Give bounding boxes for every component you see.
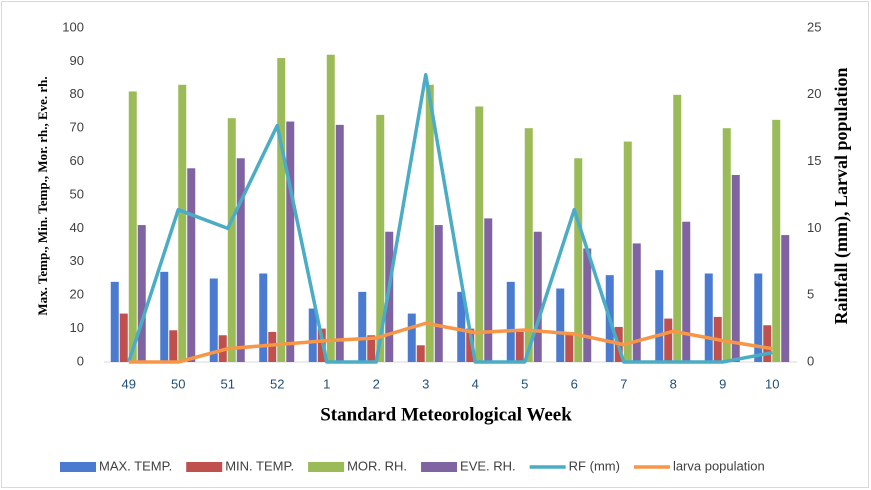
bar [524,128,533,362]
legend-swatch [308,462,345,472]
legend-swatch [186,462,223,472]
bar [682,221,691,362]
bar [335,124,344,362]
legend-label: RF (mm) [569,458,620,473]
bar [434,225,443,362]
legend-label: MOR. RH. [347,458,407,473]
y-tick-label: 50 [70,186,84,201]
bar [286,121,295,363]
bar [169,330,178,362]
legend-label: MAX. TEMP. [99,458,172,473]
y-axis-title: Max. Temp., Min. Temp., Mor. rh., Eve. r… [35,76,50,315]
y2-tick-label: 10 [807,220,821,235]
bar [623,141,632,362]
bar [268,331,277,362]
line-series [127,73,773,364]
x-tick-label: 49 [122,376,136,391]
y2-tick-label: 15 [807,153,821,168]
bar [673,94,682,363]
bar [772,119,781,362]
bar [515,331,524,362]
y-tick-label: 30 [70,253,84,268]
y-tick-label: 100 [62,19,84,34]
bar [704,273,713,362]
bar [632,243,641,362]
bar [110,281,119,362]
bar [259,273,268,362]
legend-swatch [60,462,96,472]
bar [425,84,434,362]
x-tick-label: 50 [171,376,185,391]
y-tick-label: 80 [70,86,84,101]
legend-label: MIN. TEMP. [225,458,294,473]
legend-swatch [421,462,458,472]
x-tick-label: 8 [670,376,677,391]
bar [407,313,416,362]
y-tick-label: 20 [70,287,84,302]
x-tick-label: 7 [620,376,627,391]
bar [754,273,763,362]
bar [781,235,790,362]
y2-tick-label: 25 [807,19,821,34]
bar [565,331,574,362]
bar [763,325,772,362]
y2-axis-title: Rainfall (mm), Larval population [831,67,852,324]
bar [506,281,515,362]
bar [457,291,466,362]
x-tick-label: 9 [719,376,726,391]
x-tick-label: 52 [270,376,284,391]
line-series [128,321,773,364]
y-tick-label: 60 [70,153,84,168]
x-tick-label: 5 [521,376,528,391]
bar [277,58,286,363]
bar [128,91,137,363]
bar [137,225,146,362]
bar [664,318,673,362]
bar [160,271,169,362]
bar [385,231,394,362]
bar [731,174,740,362]
bar [484,218,493,362]
y2-tick-label: 5 [807,287,814,302]
bar [556,288,565,362]
bar [583,248,592,362]
x-tick-label: 3 [422,376,429,391]
bar [308,308,317,362]
bar [119,313,128,362]
bar [209,278,218,362]
y-tick-label: 40 [70,220,84,235]
bar [475,106,484,363]
bar [358,291,367,362]
bar [533,231,542,362]
x-tick-label: 2 [373,376,380,391]
x-tick-label: 4 [472,376,479,391]
bar [367,335,376,362]
x-tick-label: 51 [221,376,235,391]
bar [376,114,385,362]
legend-label: larva population [673,458,765,473]
bar [574,158,583,362]
bar [416,345,425,362]
y2-tick-label: 20 [807,86,821,101]
x-tick-label: 10 [765,376,779,391]
y-tick-label: 10 [70,320,84,335]
legend-label: EVE. RH. [460,458,516,473]
bar [227,118,236,363]
x-axis-title: Standard Meteorological Week [320,404,572,425]
bar [178,84,187,362]
y2-tick-label: 0 [807,353,814,368]
bar [655,270,664,362]
bar [466,328,475,362]
bar [722,128,731,362]
bar [326,54,335,362]
x-tick-label: 6 [571,376,578,391]
bar [187,168,196,362]
bar [236,158,245,362]
x-tick-label: 1 [323,376,330,391]
y-tick-label: 70 [70,120,84,135]
y-tick-label: 0 [77,353,84,368]
y-tick-label: 90 [70,53,84,68]
